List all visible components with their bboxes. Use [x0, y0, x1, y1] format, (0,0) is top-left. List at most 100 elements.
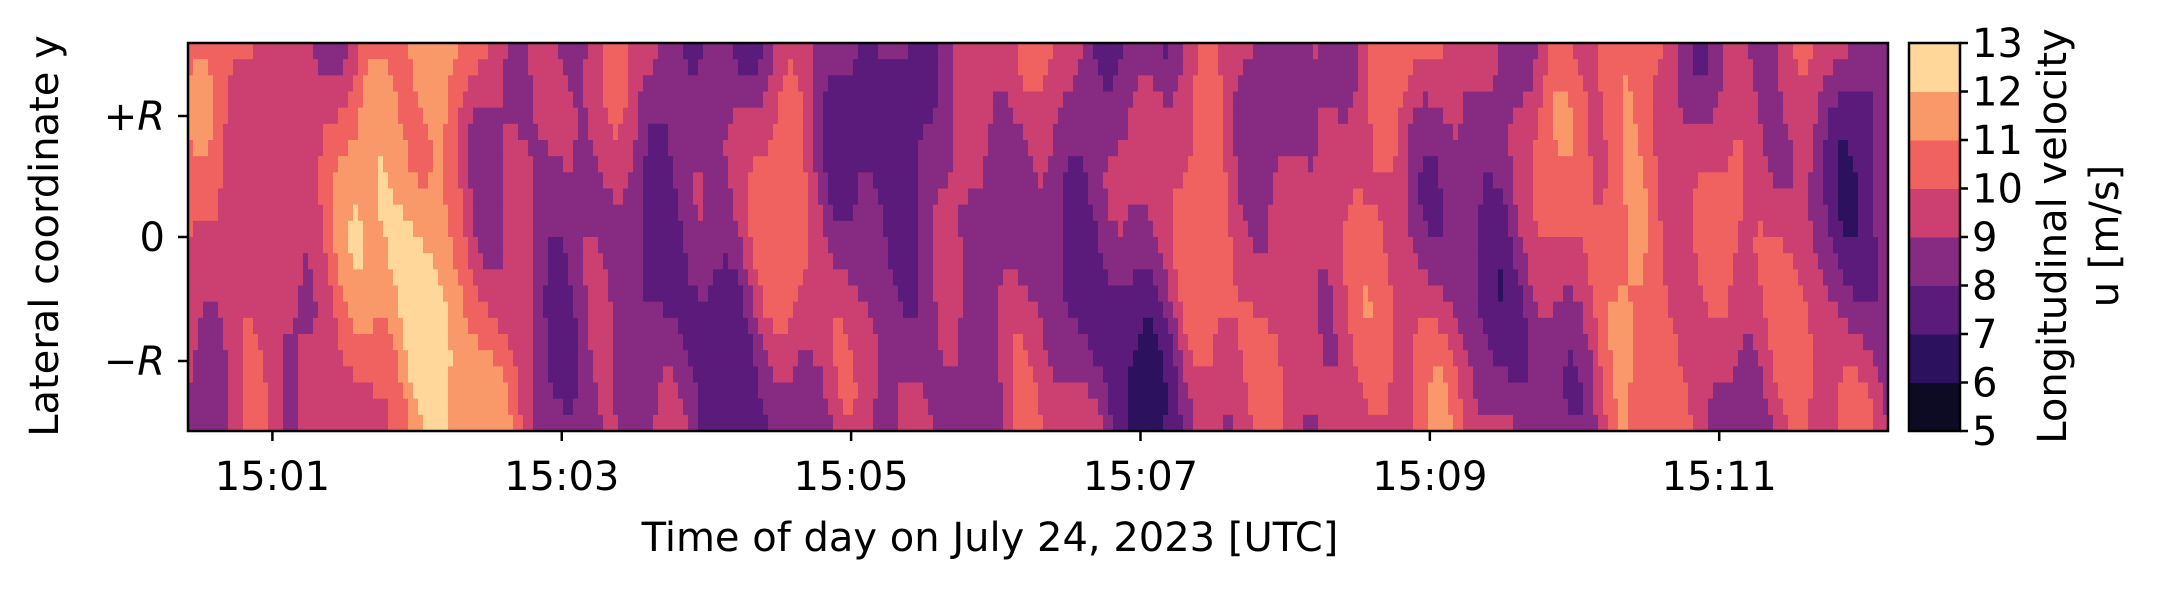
heat-cell — [613, 382, 619, 400]
heat-cell — [688, 107, 694, 125]
heat-cell — [983, 237, 989, 254]
heat-cell — [448, 398, 454, 416]
heat-cell — [468, 204, 474, 222]
heat-cell — [648, 366, 654, 384]
heat-cell — [968, 237, 974, 254]
heat-cell — [323, 301, 329, 319]
heat-cell — [1048, 366, 1054, 384]
heat-cell — [888, 172, 894, 190]
heat-cell — [608, 334, 614, 351]
heat-cell — [603, 220, 609, 238]
heat-cell — [528, 91, 534, 109]
heat-cell — [1063, 253, 1069, 270]
heat-cell — [213, 59, 219, 76]
heat-cell — [293, 188, 299, 206]
heat-cell — [798, 301, 804, 319]
heat-cell — [828, 107, 834, 125]
heat-cell — [1013, 301, 1019, 319]
heat-cell — [223, 75, 229, 93]
heat-cell — [293, 334, 299, 351]
heat-cell — [453, 172, 459, 190]
heat-cell — [1008, 204, 1014, 222]
heat-cell — [1113, 220, 1119, 238]
heat-cell — [538, 366, 544, 384]
heat-cell — [248, 350, 254, 367]
heat-cell — [583, 220, 589, 238]
heat-cell — [753, 59, 759, 76]
heat-cell — [513, 334, 519, 351]
heat-cell — [1063, 350, 1069, 367]
heat-cell — [488, 59, 494, 76]
heat-cell — [938, 366, 944, 384]
heat-cell — [233, 285, 239, 303]
heat-cell — [953, 301, 959, 319]
heat-cell — [398, 366, 404, 384]
heat-cell — [678, 172, 684, 190]
heat-cell — [478, 75, 484, 93]
heat-cell — [723, 204, 729, 222]
heat-cell — [1118, 414, 1124, 431]
heat-cell — [608, 350, 614, 367]
heat-cell — [1158, 75, 1164, 93]
heat-cell — [688, 382, 694, 400]
heat-cell — [508, 43, 514, 60]
heat-cell — [1093, 269, 1099, 287]
heat-cell — [578, 43, 584, 60]
heat-cell — [498, 334, 504, 351]
heat-cell — [1198, 43, 1204, 60]
heat-cell — [308, 414, 314, 431]
heat-cell — [728, 107, 734, 125]
heat-cell — [963, 107, 969, 125]
heat-cell — [1023, 398, 1029, 416]
heat-cell — [723, 334, 729, 351]
heat-cell — [708, 301, 714, 319]
heat-cell — [423, 398, 429, 416]
heat-cell — [1223, 75, 1229, 93]
heat-cell — [938, 269, 944, 287]
heat-cell — [558, 156, 564, 173]
heat-cell — [358, 91, 364, 109]
heat-cell — [908, 301, 914, 319]
heat-cell — [318, 237, 324, 254]
heat-cell — [533, 156, 539, 173]
heat-cell — [963, 123, 969, 141]
heat-cell — [1103, 285, 1109, 303]
heat-cell — [1198, 188, 1204, 206]
heat-cell — [763, 156, 769, 173]
heat-cell — [713, 253, 719, 270]
heat-cell — [1098, 301, 1104, 319]
heat-cell — [443, 317, 449, 335]
heat-cell — [523, 140, 529, 157]
heat-cell — [368, 188, 374, 206]
heat-cell — [298, 75, 304, 93]
heat-cell — [393, 43, 399, 60]
heat-cell — [223, 382, 229, 400]
heat-cell — [308, 123, 314, 141]
heat-cell — [548, 43, 554, 60]
heat-cell — [818, 123, 824, 141]
heat-cell — [253, 188, 259, 206]
heat-cell — [378, 237, 384, 254]
heat-cell — [618, 172, 624, 190]
heat-cell — [1038, 188, 1044, 206]
heat-cell — [973, 253, 979, 270]
heat-cell — [243, 317, 249, 335]
heat-cell — [753, 237, 759, 254]
heat-cell — [598, 237, 604, 254]
heat-cell — [483, 237, 489, 254]
heat-cell — [193, 350, 199, 367]
heat-cell — [358, 188, 364, 206]
heat-cell — [833, 350, 839, 367]
heat-cell — [933, 285, 939, 303]
heat-cell — [248, 140, 254, 157]
heat-cell — [318, 414, 324, 431]
heat-cell — [663, 188, 669, 206]
heat-cell — [1143, 334, 1149, 351]
heat-cell — [418, 204, 424, 222]
heat-cell — [893, 350, 899, 367]
heat-cell — [803, 382, 809, 400]
heat-cell — [843, 140, 849, 157]
heat-cell — [483, 123, 489, 141]
heat-cell — [688, 334, 694, 351]
heat-cell — [838, 398, 844, 416]
